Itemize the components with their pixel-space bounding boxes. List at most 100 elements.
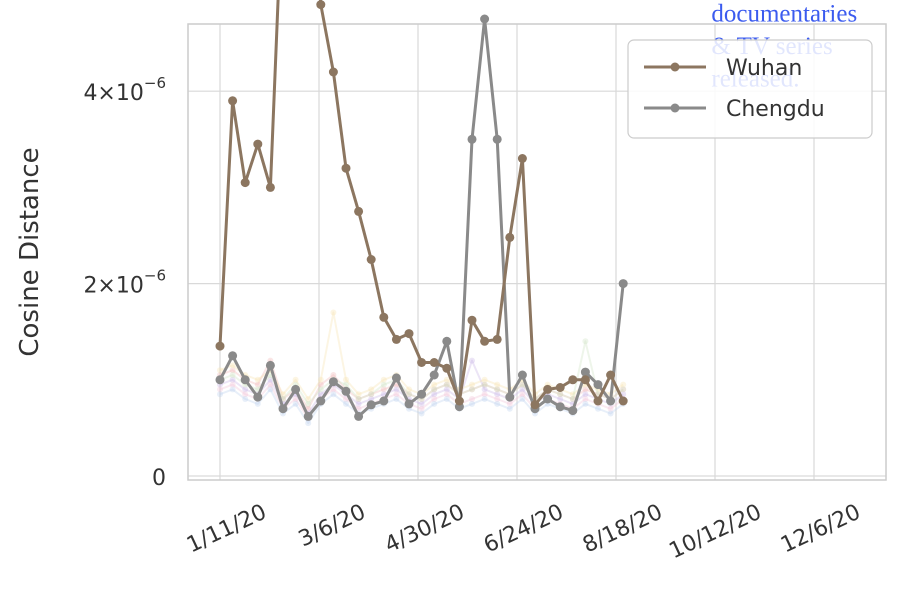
chengdu-point <box>404 399 414 409</box>
background-4-point <box>481 391 488 398</box>
chengdu-point <box>517 370 527 380</box>
background-3-point <box>620 386 627 393</box>
background-4-point <box>267 381 274 388</box>
wuhan-point <box>467 315 477 325</box>
background-4-point <box>418 405 425 412</box>
background-2-point <box>217 367 223 374</box>
background-1-point <box>368 396 375 402</box>
chengdu-point <box>265 360 275 370</box>
background-2-point <box>380 376 387 383</box>
background-3-line <box>219 340 624 405</box>
background-3-point <box>557 391 564 398</box>
background-5-point <box>469 400 475 407</box>
wuhan-point <box>253 139 263 149</box>
background-5-point <box>254 400 261 407</box>
background-0-point <box>582 386 589 393</box>
background-2-point <box>620 381 627 388</box>
background-5-point <box>494 400 501 407</box>
chengdu-point <box>492 134 502 144</box>
background-2-point <box>481 376 488 383</box>
wuhan-point <box>404 329 414 339</box>
wuhan-point <box>379 312 389 322</box>
background-1-point <box>443 386 450 393</box>
chengdu-point <box>366 400 376 410</box>
background-3-point <box>443 381 450 388</box>
chengdu-point <box>442 336 452 346</box>
y-tick-label: 2×10−6 <box>83 267 166 299</box>
background-2-point <box>229 362 236 369</box>
background-3-point <box>355 396 362 402</box>
chengdu-point <box>278 404 288 414</box>
background-0-point <box>406 391 412 398</box>
chengdu-point <box>505 392 515 402</box>
background-4-point <box>431 396 438 402</box>
chengdu-series <box>215 14 628 421</box>
background-2-point <box>254 376 261 383</box>
background-1-point <box>393 386 400 393</box>
wuhan-point <box>391 334 401 344</box>
background-3-point <box>305 400 312 407</box>
background-2-point <box>355 391 362 398</box>
y-tick-label: 4×10−6 <box>83 74 166 106</box>
wuhan-point <box>228 96 238 106</box>
background-5-point <box>519 396 526 402</box>
chengdu-point <box>417 389 427 399</box>
wuhan-point <box>328 67 338 77</box>
background-5-point <box>431 400 438 407</box>
wuhan-point <box>417 358 427 367</box>
wuhan-point <box>543 384 553 394</box>
background-0-line <box>219 359 624 410</box>
chengdu-point <box>580 367 590 377</box>
background-2-point <box>494 381 501 388</box>
background-1-point <box>242 386 249 393</box>
background-4-point <box>443 391 450 398</box>
wuhan-point <box>580 375 590 385</box>
wuhan-point <box>555 383 565 392</box>
chengdu-point <box>568 406 578 416</box>
background-5-point <box>506 405 513 412</box>
chengdu-point <box>543 394 553 404</box>
background-2-point <box>343 376 349 383</box>
background-0-point <box>330 372 337 378</box>
wuhan-point <box>606 370 616 380</box>
background-3-point <box>569 396 576 402</box>
background-2-point <box>469 381 475 388</box>
background-4-point <box>582 396 589 402</box>
wuhan-point <box>240 178 250 188</box>
background-0-point <box>494 386 501 393</box>
background-5-point <box>242 396 249 402</box>
wuhan-point <box>215 341 225 351</box>
background-0-point <box>443 381 450 388</box>
chengdu-point <box>240 375 250 385</box>
wuhan-point <box>530 400 540 410</box>
background-2-point <box>292 376 299 383</box>
chengdu-point <box>429 370 439 380</box>
wuhan-point <box>480 336 490 346</box>
background-3-point <box>431 386 438 393</box>
background-1-point <box>481 386 488 393</box>
background-2-point <box>569 391 576 398</box>
background-3-point <box>582 338 589 345</box>
chengdu-point <box>618 279 628 289</box>
background-4-point <box>330 386 337 393</box>
legend-swatch-marker <box>670 62 680 72</box>
background-3-point <box>406 391 412 398</box>
chengdu-point <box>303 411 313 421</box>
wuhan-point <box>505 232 515 242</box>
wuhan-point <box>354 206 364 216</box>
wuhan-point <box>429 358 439 367</box>
background-0-point <box>229 367 236 374</box>
wuhan-point <box>593 396 603 406</box>
background-3-point <box>380 381 387 388</box>
background-1-point <box>494 391 501 398</box>
wuhan-point <box>442 363 452 373</box>
background-0-point <box>469 386 475 393</box>
background-0-point <box>569 396 576 402</box>
background-5-point <box>418 410 425 417</box>
legend-label-chengdu: Chengdu <box>726 97 825 122</box>
chengdu-point <box>228 351 238 361</box>
y-axis-title: Cosine Distance <box>15 147 45 356</box>
y-tick-labels: 02×10−64×10−66×10−68×10−6 <box>83 74 166 491</box>
background-3-point <box>343 381 349 388</box>
